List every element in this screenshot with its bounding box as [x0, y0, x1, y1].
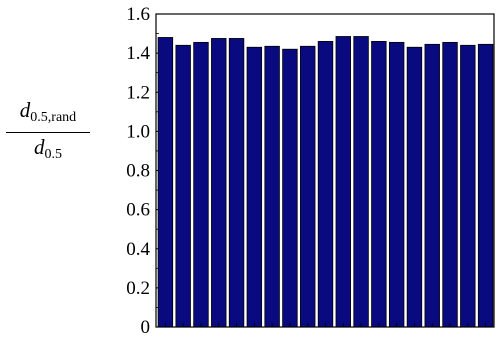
y-tick-label: 0.8 [126, 161, 150, 182]
bar [300, 45, 316, 328]
bar [388, 41, 405, 328]
y-tick-label: 0.2 [126, 278, 150, 299]
bar [175, 44, 191, 328]
bar [406, 46, 423, 328]
bar [442, 41, 458, 328]
bar [193, 41, 209, 328]
bar [353, 36, 369, 328]
bar [282, 48, 298, 328]
y-tick-label: 1.4 [126, 43, 150, 64]
y-tick-label: 0 [141, 317, 151, 337]
bar [371, 40, 387, 328]
bar [460, 44, 476, 328]
y-tick-label: 0.4 [126, 239, 150, 260]
y-tick-label: 1.6 [126, 4, 150, 25]
bar [211, 38, 227, 328]
bar [317, 40, 334, 328]
bars [157, 36, 494, 328]
y-axis-label-denominator: d0.5 [34, 135, 62, 162]
bar [246, 46, 263, 328]
plot-frame [155, 13, 495, 328]
bar [424, 43, 440, 328]
bar [264, 45, 280, 328]
y-tick-label: 1.2 [126, 82, 150, 103]
bar [157, 37, 174, 328]
y-axis-ticks: 0 0.2 0.4 0.6 0.8 1.0 1.2 1.4 1.6 [126, 4, 161, 337]
y-axis-label-numerator: d0.5,rand [19, 98, 77, 125]
y-tick-label: 0.6 [126, 200, 150, 221]
bar [228, 38, 245, 328]
y-tick-label: 1.0 [126, 121, 150, 142]
bar [477, 43, 494, 328]
y-axis-label: d0.5,rand d0.5 [6, 98, 90, 167]
fraction-bar [6, 132, 90, 133]
bar [335, 36, 351, 328]
